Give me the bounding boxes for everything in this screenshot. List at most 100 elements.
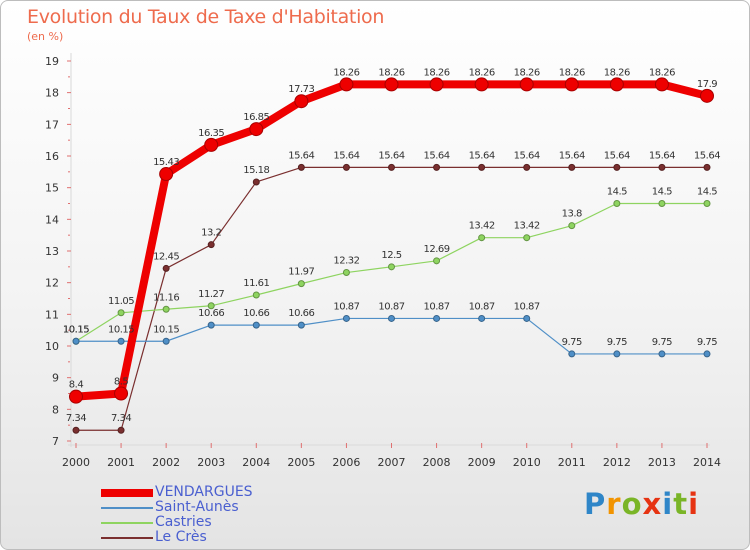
data-point — [564, 77, 579, 92]
data-label: 15.64 — [604, 150, 630, 161]
data-label: 17.73 — [288, 84, 314, 95]
x-tick-label: 2000 — [62, 456, 90, 469]
data-label: 16.35 — [198, 128, 224, 139]
data-point — [429, 77, 444, 92]
data-label: 15.64 — [649, 150, 675, 161]
data-point — [609, 77, 624, 92]
data-label: 11.05 — [108, 296, 134, 307]
logo-letter: i — [662, 487, 674, 521]
data-point — [114, 386, 129, 401]
data-point — [294, 94, 309, 109]
data-point — [249, 122, 264, 137]
x-tick-label: 2011 — [558, 456, 586, 469]
x-tick-label: 2002 — [152, 456, 180, 469]
data-point — [703, 350, 711, 358]
legend-label: Castries — [155, 514, 212, 530]
data-label: 13.2 — [201, 228, 221, 239]
data-label: 14.5 — [607, 187, 627, 198]
data-label: 10.15 — [153, 324, 179, 335]
data-point — [162, 337, 170, 345]
y-tick-label: 8 — [52, 403, 59, 416]
legend-swatch — [101, 537, 153, 539]
data-label: 12.32 — [333, 256, 359, 267]
data-label: 15.64 — [514, 150, 540, 161]
y-tick-label: 18 — [45, 87, 59, 100]
data-point — [69, 389, 83, 404]
data-point — [658, 200, 666, 207]
x-tick-label: 2012 — [603, 456, 631, 469]
legend-swatch — [101, 507, 153, 509]
data-point — [342, 314, 350, 322]
data-label: 11.97 — [288, 267, 314, 278]
data-point — [703, 200, 711, 207]
data-point — [384, 77, 399, 92]
data-label: 14.5 — [697, 187, 717, 198]
x-tick-label: 2010 — [513, 456, 541, 469]
data-label: 18.26 — [514, 67, 540, 78]
data-point — [204, 137, 219, 152]
data-label: 18.26 — [424, 67, 450, 78]
chart-title: Evolution du Taux de Taxe d'Habitation — [27, 6, 385, 28]
data-label: 10.87 — [378, 301, 404, 312]
data-label: 15.64 — [288, 150, 314, 161]
data-point — [342, 269, 350, 277]
y-tick-label: 16 — [45, 150, 59, 163]
data-label: 16.85 — [243, 112, 269, 123]
data-point — [117, 309, 125, 317]
data-point — [162, 305, 170, 313]
x-tick-label: 2004 — [242, 456, 270, 469]
y-tick-label: 13 — [45, 245, 59, 258]
data-point — [117, 426, 125, 434]
data-point — [388, 163, 395, 171]
data-label: 12.45 — [153, 251, 179, 262]
data-label: 18.26 — [604, 67, 630, 78]
data-label: 18.26 — [333, 67, 359, 78]
data-point — [478, 234, 486, 242]
data-label: 18.26 — [378, 67, 404, 78]
logo-letter: t — [673, 487, 689, 521]
data-point — [433, 314, 441, 322]
data-point — [613, 163, 621, 171]
x-tick-label: 2014 — [693, 456, 721, 469]
x-tick-label: 2013 — [648, 456, 676, 469]
chart-unit: (en %) — [27, 30, 64, 43]
data-point — [700, 88, 714, 103]
data-point — [252, 291, 260, 299]
data-point — [72, 426, 80, 434]
data-point — [433, 163, 441, 171]
data-label: 10.87 — [514, 301, 540, 312]
logo-letter: x — [642, 487, 663, 521]
y-tick-label: 10 — [45, 340, 59, 353]
data-point — [207, 302, 215, 310]
data-point — [252, 321, 260, 329]
data-label: 15.64 — [694, 150, 720, 161]
axes: 7 8 9 10 11 12 13 14 15 16 17 18 19 2000 2001 2002 2003 2… — [45, 53, 721, 469]
data-label: 9.75 — [607, 337, 627, 348]
proxiti-logo: Proxiti — [584, 487, 699, 521]
data-label: 14.5 — [652, 187, 672, 198]
data-point — [474, 77, 489, 92]
data-label: 9.75 — [562, 337, 582, 348]
data-point — [388, 314, 395, 322]
data-point — [252, 178, 260, 186]
data-point — [433, 257, 441, 265]
data-label: 17.9 — [697, 79, 717, 90]
data-point — [654, 77, 669, 92]
data-label: 9.75 — [652, 337, 672, 348]
data-point — [523, 163, 531, 171]
data-label: 10.66 — [243, 308, 269, 319]
data-point — [478, 163, 486, 171]
data-point — [658, 350, 666, 358]
logo-letter: r — [606, 487, 622, 521]
data-label: 11.16 — [153, 292, 179, 303]
y-tick-label: 7 — [52, 435, 59, 448]
series-line — [72, 80, 711, 401]
legend-label: VENDARGUES — [155, 484, 253, 500]
x-tick-label: 2005 — [287, 456, 315, 469]
y-tick-label: 14 — [45, 213, 59, 226]
data-point — [207, 241, 215, 249]
data-point — [568, 163, 576, 171]
data-label: 10.15 — [63, 324, 89, 335]
data-point — [613, 200, 621, 207]
